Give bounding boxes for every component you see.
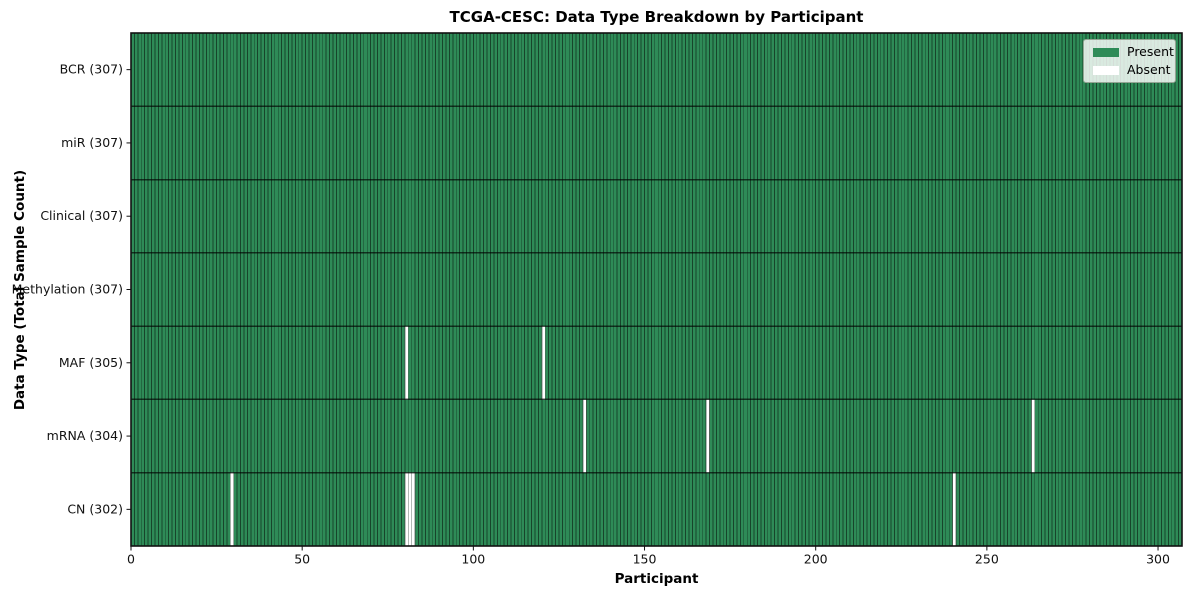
chart-title: TCGA-CESC: Data Type Breakdown by Partic… bbox=[449, 8, 864, 26]
x-tick-label: 100 bbox=[461, 552, 485, 567]
x-axis-ticks: 0 50 100 150 200 250 300 bbox=[127, 546, 1170, 567]
absent-swatch bbox=[1093, 65, 1119, 75]
y-axis-ticks: BCR (307) miR (307) Clinical (307) Methylat… bbox=[12, 62, 131, 516]
legend-label-present: Present bbox=[1127, 44, 1174, 59]
absent-cell bbox=[408, 472, 412, 546]
y-tick-label: miR (307) bbox=[61, 135, 123, 150]
absent-cell bbox=[582, 399, 587, 473]
x-tick-label: 250 bbox=[975, 552, 999, 567]
absent-cell bbox=[706, 399, 710, 473]
present-swatch bbox=[1093, 47, 1119, 57]
x-tick-label: 150 bbox=[633, 552, 657, 567]
absent-cell bbox=[404, 472, 409, 546]
x-tick-label: 0 bbox=[127, 552, 135, 567]
y-tick-label: CN (302) bbox=[67, 501, 123, 516]
absent-cell bbox=[404, 326, 409, 400]
absent-cell bbox=[1031, 399, 1035, 473]
y-tick-label: MAF (305) bbox=[59, 355, 123, 370]
absent-cell bbox=[230, 472, 234, 546]
present-cells-area bbox=[131, 33, 1182, 546]
x-tick-label: 300 bbox=[1146, 552, 1170, 567]
y-tick-label: BCR (307) bbox=[60, 62, 123, 77]
x-axis-label: Participant bbox=[614, 571, 699, 587]
legend: Present Absent bbox=[1083, 39, 1176, 83]
x-tick-label: 200 bbox=[804, 552, 828, 567]
absent-cell bbox=[952, 472, 957, 546]
y-tick-label: Methylation (307) bbox=[12, 282, 123, 297]
absent-cell bbox=[541, 326, 546, 400]
y-axis-label: Data Type (Total Sample Count) bbox=[12, 169, 28, 411]
x-tick-label: 50 bbox=[294, 552, 310, 567]
legend-item-present: Present bbox=[1093, 45, 1174, 58]
cell-edges-vertical bbox=[130, 33, 1183, 546]
absent-cell bbox=[411, 472, 416, 546]
y-tick-label: Clinical (307) bbox=[40, 208, 123, 223]
y-tick-label: mRNA (304) bbox=[47, 428, 123, 443]
absent-cells bbox=[230, 326, 1035, 546]
legend-item-absent: Absent bbox=[1093, 63, 1171, 76]
legend-label-absent: Absent bbox=[1127, 62, 1171, 77]
